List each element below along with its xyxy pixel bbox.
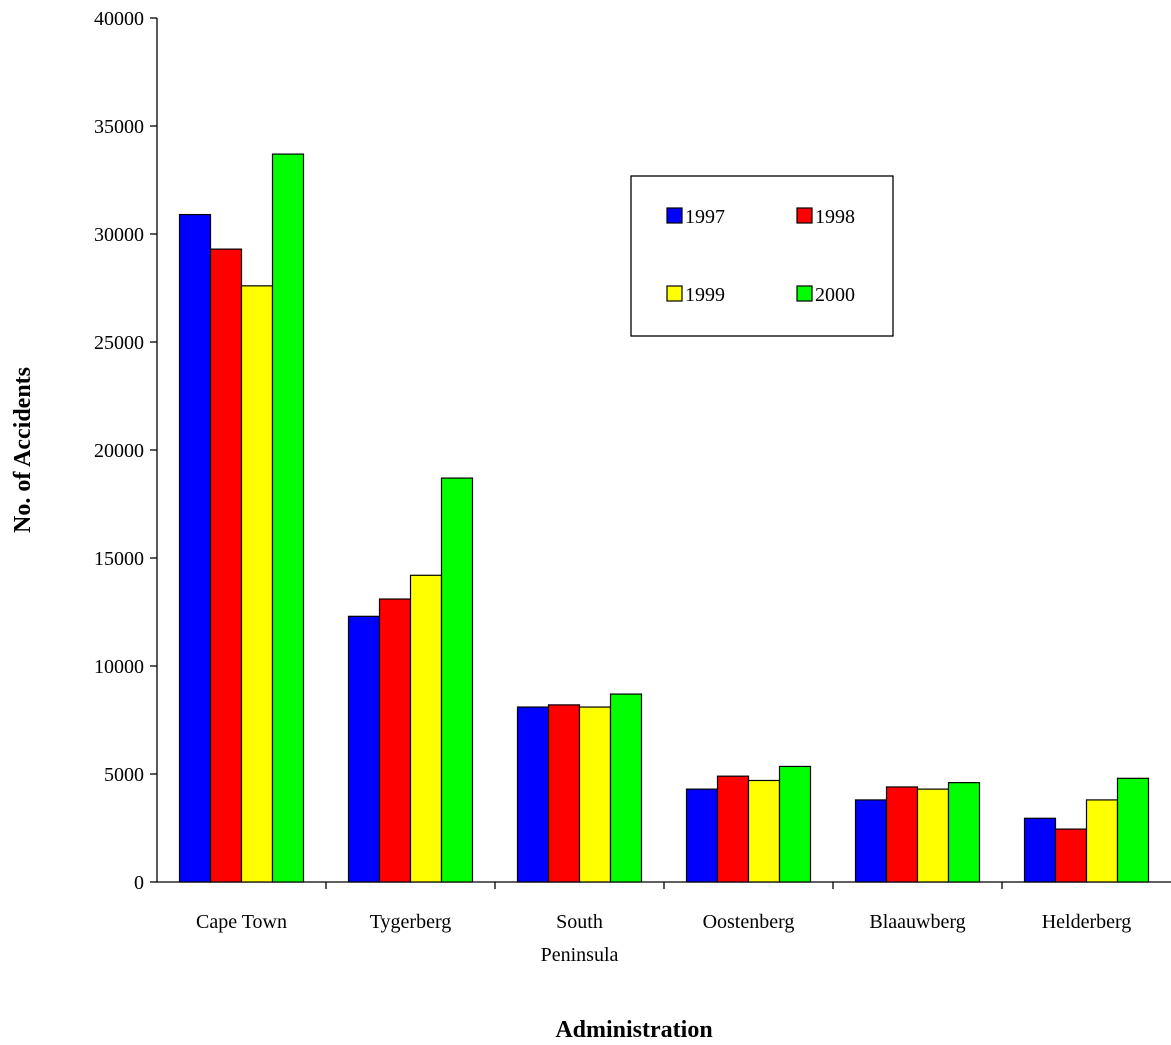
bar-2000: [1116, 777, 1150, 883]
x-category-label: Helderberg: [1042, 911, 1132, 933]
bar-1999: [578, 706, 612, 883]
bar-2000: [947, 782, 981, 883]
y-tick-label: 40000: [94, 8, 144, 30]
legend-swatch: [796, 207, 813, 224]
bar-1998: [716, 775, 750, 883]
bar-2000: [440, 477, 474, 883]
bar-1999: [747, 779, 781, 883]
y-tick-label: 10000: [94, 656, 144, 678]
bar-1999: [1085, 799, 1119, 883]
bar-1999: [409, 574, 443, 883]
bars: [178, 153, 1150, 883]
y-tick-label: 20000: [94, 440, 144, 462]
bar-2000: [778, 765, 812, 883]
bar-1998: [547, 704, 581, 883]
y-axis: 0 5000 10000 15000 20000 25000 30000 35000 40000: [94, 8, 158, 894]
x-category-label: South: [556, 911, 603, 933]
bar-1997: [685, 788, 719, 883]
legend-label: 1999: [685, 284, 725, 306]
y-axis-title: No. of Accidents: [10, 367, 36, 533]
legend-swatch: [796, 285, 813, 302]
x-category-label: Blaauwberg: [869, 911, 965, 933]
y-tick-label: 25000: [94, 332, 144, 354]
y-tick-label: 15000: [94, 548, 144, 570]
bar-1997: [1023, 817, 1057, 883]
legend-label: 2000: [815, 284, 855, 306]
bar-1997: [178, 213, 212, 883]
legend: 1997 1998 1999 2000: [630, 175, 894, 337]
bar-1998: [885, 786, 919, 883]
bar-1998: [1054, 828, 1088, 883]
bar-1998: [378, 598, 412, 883]
bar-1997: [854, 799, 888, 883]
x-axis: Cape Town Tygerberg South Peninsula Oostenbe…: [157, 881, 1171, 966]
y-tick-label: 35000: [94, 116, 144, 138]
legend-label: 1998: [815, 206, 855, 228]
bar-2000: [271, 153, 305, 883]
bar-2000: [609, 693, 643, 883]
legend-swatch: [666, 207, 683, 224]
y-tick-label: 5000: [104, 764, 144, 786]
bar-1997: [516, 706, 550, 883]
bar-1999: [916, 788, 950, 883]
bar-1999: [240, 285, 274, 883]
bar-1997: [347, 615, 381, 883]
x-category-label: Peninsula: [541, 944, 619, 966]
y-tick-label: 30000: [94, 224, 144, 246]
legend-label: 1997: [685, 206, 725, 228]
y-tick-label: 0: [134, 872, 144, 894]
x-category-label: Tygerberg: [370, 911, 452, 933]
x-category-label: Oostenberg: [703, 911, 795, 933]
legend-box: [630, 175, 894, 337]
bar-1998: [209, 248, 243, 883]
x-axis-title: Administration: [555, 1017, 712, 1043]
legend-swatch: [666, 285, 683, 302]
x-category-label: Cape Town: [196, 911, 287, 933]
